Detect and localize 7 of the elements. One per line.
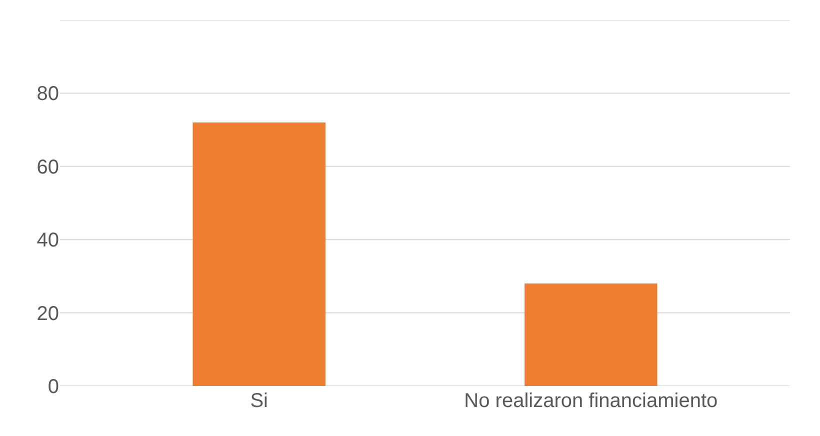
y-tick-label: 60 (36, 156, 59, 178)
y-tick-label: 0 (48, 376, 59, 398)
x-tick-label: Si (250, 390, 268, 412)
y-tick-label: 20 (36, 302, 59, 325)
y-tick-label: 80 (36, 83, 59, 106)
x-tick-label: No realizaron financiamiento (464, 390, 718, 412)
y-tick-label: 40 (36, 230, 59, 252)
